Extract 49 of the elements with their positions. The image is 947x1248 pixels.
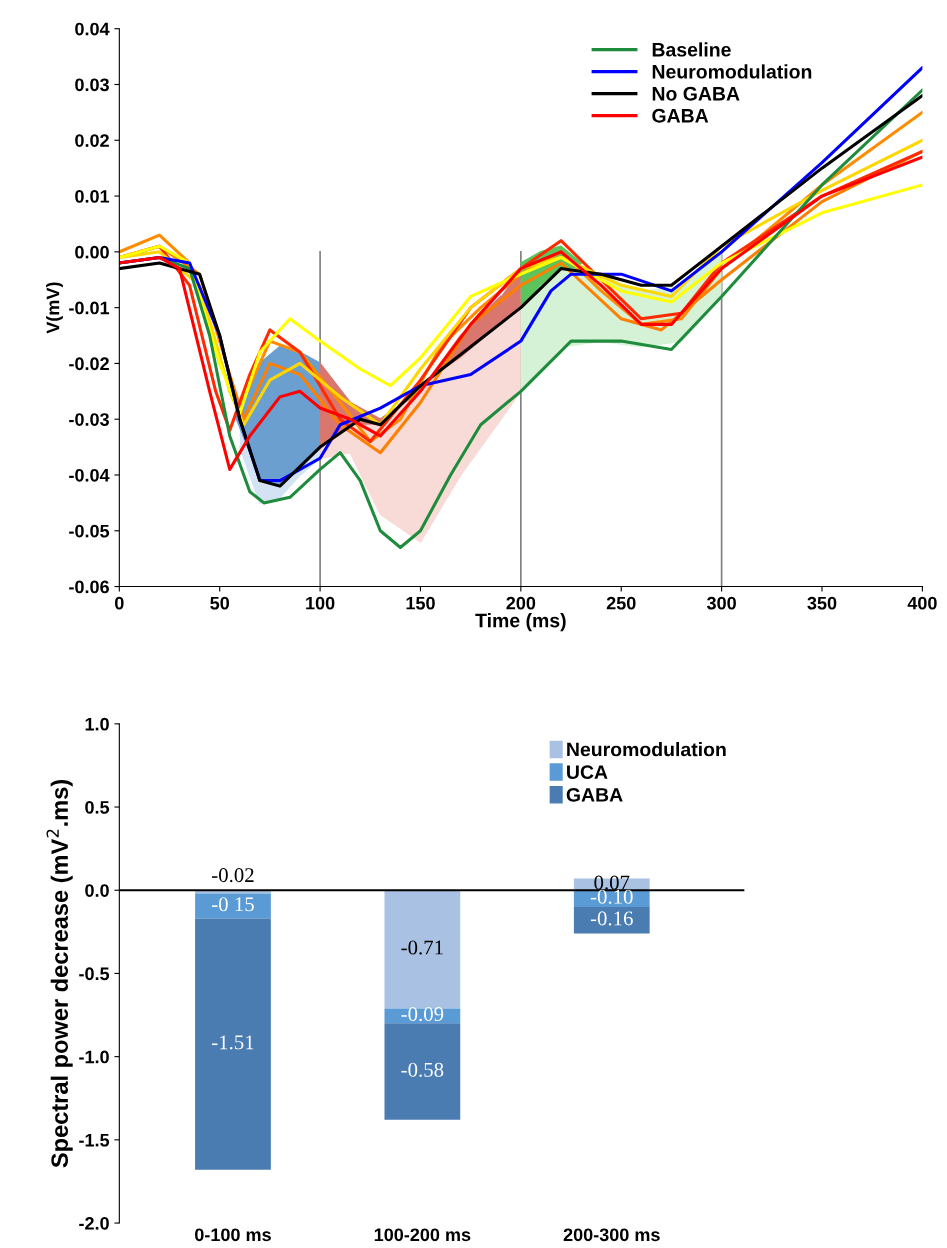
x-tick-label: 350 [807, 596, 837, 610]
legend-label: No GABA [652, 86, 740, 101]
y-tick-label: -0.05 [69, 524, 110, 538]
x-tick-label: 200-300 ms [563, 1228, 660, 1242]
legend-label: GABA [566, 787, 623, 802]
y-tick-label: 0.0 [85, 884, 109, 897]
y-axis-title: Spectral power decrease (mV$^{2}$.ms) [46, 779, 73, 1168]
x-tick-label: 100-200 ms [374, 1228, 471, 1242]
y-tick-label: -0.5 [79, 967, 110, 981]
x-tick-label: 150 [406, 596, 435, 610]
x-tick-label: 0 [115, 596, 124, 610]
y-tick-label: -0.04 [69, 468, 110, 482]
legend-label: Neuromodulation [652, 64, 812, 79]
y-tick-label: -0.02 [69, 357, 109, 371]
data-label: -0.58 [401, 1062, 444, 1077]
data-label: -0 15 [212, 897, 254, 912]
x-tick-label: 400 [907, 596, 937, 610]
y-tick-label: 0.02 [75, 134, 109, 147]
y-tick-label: -0.01 [69, 301, 110, 315]
y-tick-label: -0.06 [69, 580, 109, 594]
y-tick-label: 0.03 [75, 78, 109, 92]
y-tick-label: 1.0 [85, 717, 109, 731]
data-label: -0.16 [590, 911, 633, 926]
data-label: -0.10 [590, 889, 633, 904]
data-label: 0.07 [594, 875, 630, 890]
x-tick-label: 50 [210, 596, 230, 610]
y-tick-label: -0.03 [69, 413, 109, 426]
y-tick-label: 0.01 [75, 190, 110, 203]
legend-label: Neuromodulation [567, 742, 726, 757]
x-tick-label: 200 [506, 596, 536, 610]
data-label: -1.51 [212, 1035, 254, 1050]
legend-label: UCA [567, 765, 608, 780]
y-tick-label: 0.04 [75, 22, 110, 36]
data-label: -0.02 [212, 868, 254, 883]
legend-label: Baseline [652, 42, 731, 57]
data-label: -0.71 [401, 940, 443, 955]
data-label: -0.09 [401, 1007, 444, 1022]
y-tick-label: 0.00 [75, 245, 109, 259]
y-axis-title: V(mV) [46, 282, 63, 334]
x-tick-label: 100 [306, 596, 335, 610]
x-tick-label: 0-100 ms [195, 1228, 271, 1242]
y-tick-label: -2.0 [79, 1216, 109, 1230]
x-tick-label: 300 [706, 596, 736, 610]
legend-label: GABA [652, 108, 709, 123]
y-tick-label: -1.0 [79, 1050, 109, 1064]
y-tick-label: 0.5 [85, 800, 110, 814]
x-tick-label: 250 [606, 596, 636, 610]
x-axis-title: Time (ms) [475, 613, 566, 632]
y-tick-label: -1.5 [79, 1133, 110, 1147]
